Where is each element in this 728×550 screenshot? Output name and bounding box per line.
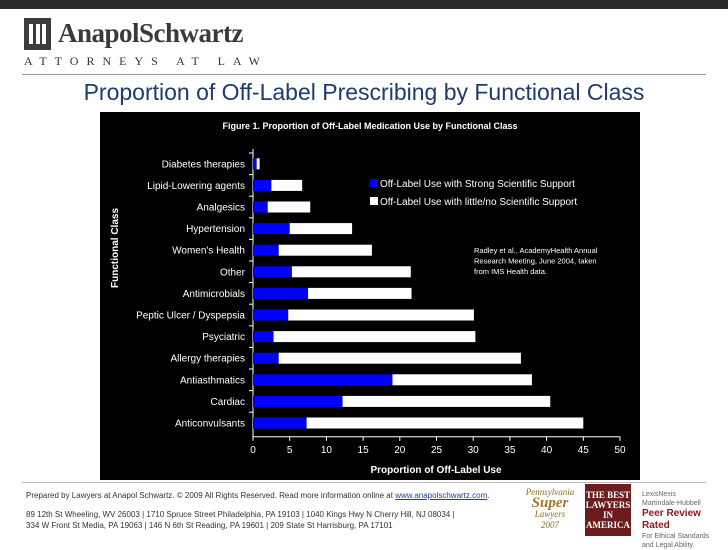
category-label: Anticonvulsants <box>175 419 245 430</box>
x-tick-label: 15 <box>358 445 370 456</box>
bar-strong-support <box>253 201 268 213</box>
bar-chart: Figure 1. Proportion of Off-Label Medica… <box>110 121 626 476</box>
x-tick-label: 0 <box>250 445 256 456</box>
bar-little-support <box>392 374 532 386</box>
bar-strong-support <box>253 287 309 299</box>
super-lawyers-badge: Pennsylvania Super Lawyers 2007 <box>525 487 575 530</box>
legend-swatch <box>370 179 378 187</box>
y-axis-title: Functional Class <box>110 208 121 288</box>
bar-strong-support <box>253 266 292 278</box>
x-tick-label: 35 <box>504 445 516 456</box>
bar-little-support <box>342 395 551 407</box>
bar-little-support <box>308 287 412 299</box>
x-tick-label: 45 <box>578 445 590 456</box>
legend-label: Off-Label Use with little/no Scientific … <box>380 197 577 208</box>
website-link[interactable]: www.anapolschwartz.com <box>395 491 488 500</box>
x-tick-label: 10 <box>321 445 333 456</box>
bar-strong-support <box>253 352 279 364</box>
bar-strong-support <box>253 223 290 235</box>
slide-title: Proportion of Off-Label Prescribing by F… <box>83 79 645 105</box>
bar-little-support <box>291 266 411 278</box>
firm-name: AnapolSchwartz <box>58 18 244 48</box>
footer-divider <box>22 482 706 483</box>
category-label: Psyciatric <box>202 332 245 343</box>
x-axis-title: Proportion of Off-Label Use <box>370 465 502 476</box>
category-label: Women's Health <box>172 246 245 257</box>
source-annotation: Research Meeting, June 2004, taken <box>474 257 597 266</box>
bar-little-support <box>256 158 260 170</box>
category-label: Allergy therapies <box>171 354 245 365</box>
bar-strong-support <box>253 309 289 321</box>
x-tick-label: 20 <box>394 445 406 456</box>
category-label: Analgesics <box>197 203 245 214</box>
bar-little-support <box>278 352 521 364</box>
bar-strong-support <box>253 374 393 386</box>
category-label: Hypertension <box>186 224 245 235</box>
bar-strong-support <box>253 417 307 429</box>
bar-little-support <box>288 309 474 321</box>
footer-address-line-2: 334 W Front St Media, PA 19063 | 146 N 6… <box>26 521 393 530</box>
x-tick-label: 25 <box>431 445 443 456</box>
bar-strong-support <box>253 331 274 343</box>
source-annotation: Radley et al., AcademyHealth Annual <box>474 246 598 255</box>
category-label: Other <box>220 267 246 278</box>
category-label: Antimicrobials <box>183 289 245 300</box>
firm-logo: AnapolSchwartz ATTORNEYS AT LAW <box>24 14 324 70</box>
x-tick-label: 30 <box>468 445 480 456</box>
best-lawyers-badge: THE BEST LAWYERS IN AMERICA <box>585 484 631 536</box>
bar-little-support <box>273 331 476 343</box>
chart-title: Figure 1. Proportion of Off-Label Medica… <box>222 121 517 131</box>
firm-tagline: ATTORNEYS AT LAW <box>24 54 268 68</box>
bar-little-support <box>289 223 353 235</box>
legend-swatch <box>370 197 378 205</box>
bar-strong-support <box>253 179 272 191</box>
header-divider <box>22 74 706 75</box>
chart-panel: Figure 1. Proportion of Off-Label Medica… <box>100 112 640 480</box>
bar-little-support <box>271 179 303 191</box>
top-bar <box>0 0 728 9</box>
bar-strong-support <box>253 158 257 170</box>
footer-copyright: Prepared by Lawyers at Anapol Schwartz. … <box>26 491 490 500</box>
category-label: Antiasthmatics <box>180 375 245 386</box>
category-label: Peptic Ulcer / Dyspepsia <box>136 311 245 322</box>
bar-little-support <box>306 417 584 429</box>
martindale-hubbell-badge: LexisNexis Martindale-Hubbell Peer Revie… <box>642 491 710 549</box>
x-tick-label: 40 <box>541 445 553 456</box>
category-label: Cardiac <box>211 397 245 408</box>
bar-little-support <box>267 201 311 213</box>
logo-mark <box>24 18 51 50</box>
bar-little-support <box>278 244 372 256</box>
bar-strong-support <box>253 395 343 407</box>
category-label: Lipid-Lowering agents <box>147 181 245 192</box>
x-tick-label: 5 <box>287 445 293 456</box>
legend-label: Off-Label Use with Strong Scientific Sup… <box>380 179 575 190</box>
footer-address-line-1: 89 12th St Wheeling, WV 26003 | 1710 Spr… <box>26 510 455 519</box>
bar-strong-support <box>253 244 279 256</box>
x-tick-label: 50 <box>614 445 626 456</box>
source-annotation: from IMS Health data. <box>474 267 547 276</box>
category-label: Diabetes therapies <box>162 159 245 170</box>
